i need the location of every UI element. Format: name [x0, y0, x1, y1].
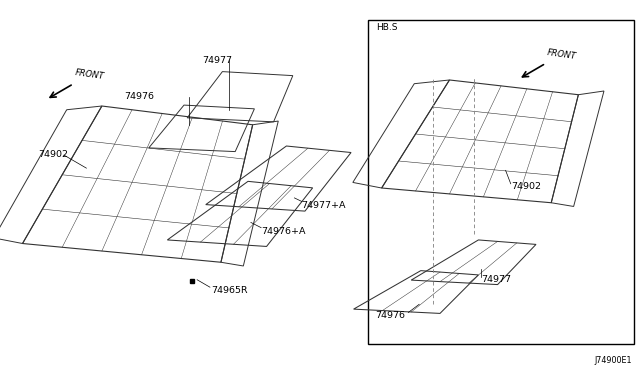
Text: 74965R: 74965R [211, 286, 248, 295]
Text: 74977+A: 74977+A [301, 201, 346, 210]
Text: FRONT: FRONT [547, 48, 577, 61]
Text: 74976: 74976 [125, 92, 154, 101]
Text: 74976: 74976 [376, 311, 405, 320]
Text: 74976+A: 74976+A [261, 227, 306, 236]
Text: HB.S: HB.S [376, 23, 397, 32]
Text: FRONT: FRONT [74, 68, 105, 81]
Text: 74902: 74902 [38, 150, 68, 159]
Text: 74977: 74977 [203, 56, 232, 65]
Text: 74977: 74977 [481, 275, 511, 284]
Text: J74900E1: J74900E1 [595, 356, 632, 365]
Text: 74902: 74902 [511, 182, 541, 191]
FancyBboxPatch shape [368, 20, 634, 344]
